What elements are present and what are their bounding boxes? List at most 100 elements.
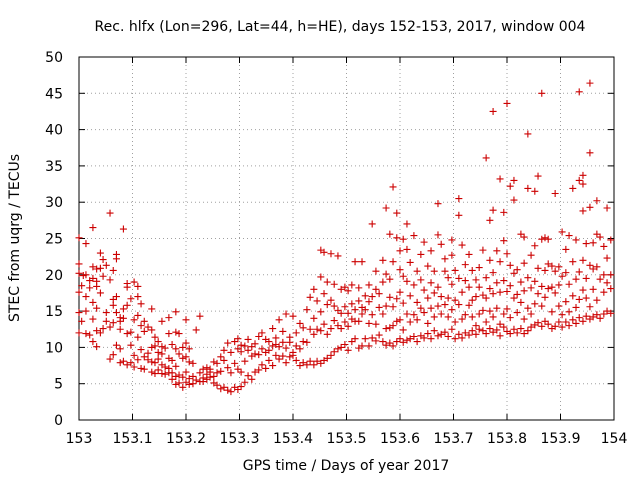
- data-point: [368, 311, 376, 319]
- data-point: [468, 313, 476, 321]
- data-point: [500, 208, 508, 216]
- data-point: [119, 225, 127, 233]
- data-point: [75, 309, 83, 317]
- data-point: [199, 374, 207, 382]
- data-point: [102, 309, 110, 317]
- data-point: [210, 358, 218, 366]
- data-point: [375, 331, 383, 339]
- data-point: [510, 294, 518, 302]
- data-point: [116, 345, 124, 353]
- data-point: [582, 312, 590, 320]
- data-point: [165, 364, 173, 372]
- data-point: [382, 341, 390, 349]
- data-point: [134, 333, 142, 341]
- data-point: [213, 369, 221, 377]
- data-point: [299, 324, 307, 332]
- y-tick-label: 45: [45, 86, 63, 102]
- data-point: [482, 294, 490, 302]
- data-point: [555, 263, 563, 271]
- data-point: [127, 359, 135, 367]
- data-point: [119, 305, 127, 313]
- data-point: [237, 383, 245, 391]
- data-point: [444, 333, 452, 341]
- data-point: [179, 354, 187, 362]
- data-point: [217, 367, 225, 375]
- data-point: [365, 298, 373, 306]
- data-point: [565, 280, 573, 288]
- data-point: [168, 369, 176, 377]
- data-point: [562, 298, 570, 306]
- data-point: [134, 282, 142, 290]
- data-point: [496, 332, 504, 340]
- data-point: [517, 230, 525, 238]
- data-point: [89, 315, 97, 323]
- data-point: [379, 278, 387, 286]
- x-tick-label: 153.2: [166, 431, 206, 447]
- data-point: [330, 302, 338, 310]
- data-point: [441, 255, 449, 263]
- data-point: [251, 368, 259, 376]
- data-point: [589, 265, 597, 273]
- data-point: [513, 329, 521, 337]
- data-point: [78, 317, 86, 325]
- data-point: [348, 281, 356, 289]
- data-point: [244, 346, 252, 354]
- data-point: [558, 311, 566, 319]
- data-point: [365, 281, 373, 289]
- data-point: [372, 285, 380, 293]
- data-point: [185, 358, 193, 366]
- data-point: [112, 341, 120, 349]
- data-point: [596, 275, 604, 283]
- data-point: [220, 383, 228, 391]
- data-point: [255, 366, 263, 374]
- data-point: [510, 196, 518, 204]
- data-point: [417, 250, 425, 258]
- data-point: [275, 316, 283, 324]
- data-point: [489, 290, 497, 298]
- data-point: [220, 356, 228, 364]
- data-point: [489, 328, 497, 336]
- data-point: [96, 249, 104, 257]
- data-point: [607, 285, 615, 293]
- data-point: [579, 207, 587, 215]
- data-point: [106, 355, 114, 363]
- data-point: [140, 365, 148, 373]
- data-point: [361, 292, 369, 300]
- data-point: [255, 351, 263, 359]
- data-point: [127, 295, 135, 303]
- data-point: [455, 301, 463, 309]
- data-point: [96, 289, 104, 297]
- data-point: [458, 315, 466, 323]
- data-point: [172, 345, 180, 353]
- data-point: [451, 266, 459, 274]
- data-point: [406, 258, 414, 266]
- data-point: [575, 176, 583, 184]
- data-point: [382, 270, 390, 278]
- data-point: [517, 278, 525, 286]
- data-point: [565, 308, 573, 316]
- data-point: [593, 296, 601, 304]
- data-point: [451, 318, 459, 326]
- data-point: [472, 322, 480, 330]
- data-point: [375, 303, 383, 311]
- data-point: [279, 352, 287, 360]
- data-point: [534, 264, 542, 272]
- data-point: [272, 334, 280, 342]
- data-point: [116, 314, 124, 322]
- data-point: [330, 280, 338, 288]
- data-point: [199, 365, 207, 373]
- data-point: [493, 304, 501, 312]
- data-point: [455, 195, 463, 203]
- data-point: [258, 361, 266, 369]
- data-point: [496, 320, 504, 328]
- data-point: [448, 251, 456, 259]
- data-point: [510, 325, 518, 333]
- data-point: [313, 357, 321, 365]
- data-point: [123, 280, 131, 288]
- data-point: [510, 176, 518, 184]
- data-point: [396, 316, 404, 324]
- data-point: [334, 252, 342, 260]
- data-point: [161, 370, 169, 378]
- data-point: [175, 330, 183, 338]
